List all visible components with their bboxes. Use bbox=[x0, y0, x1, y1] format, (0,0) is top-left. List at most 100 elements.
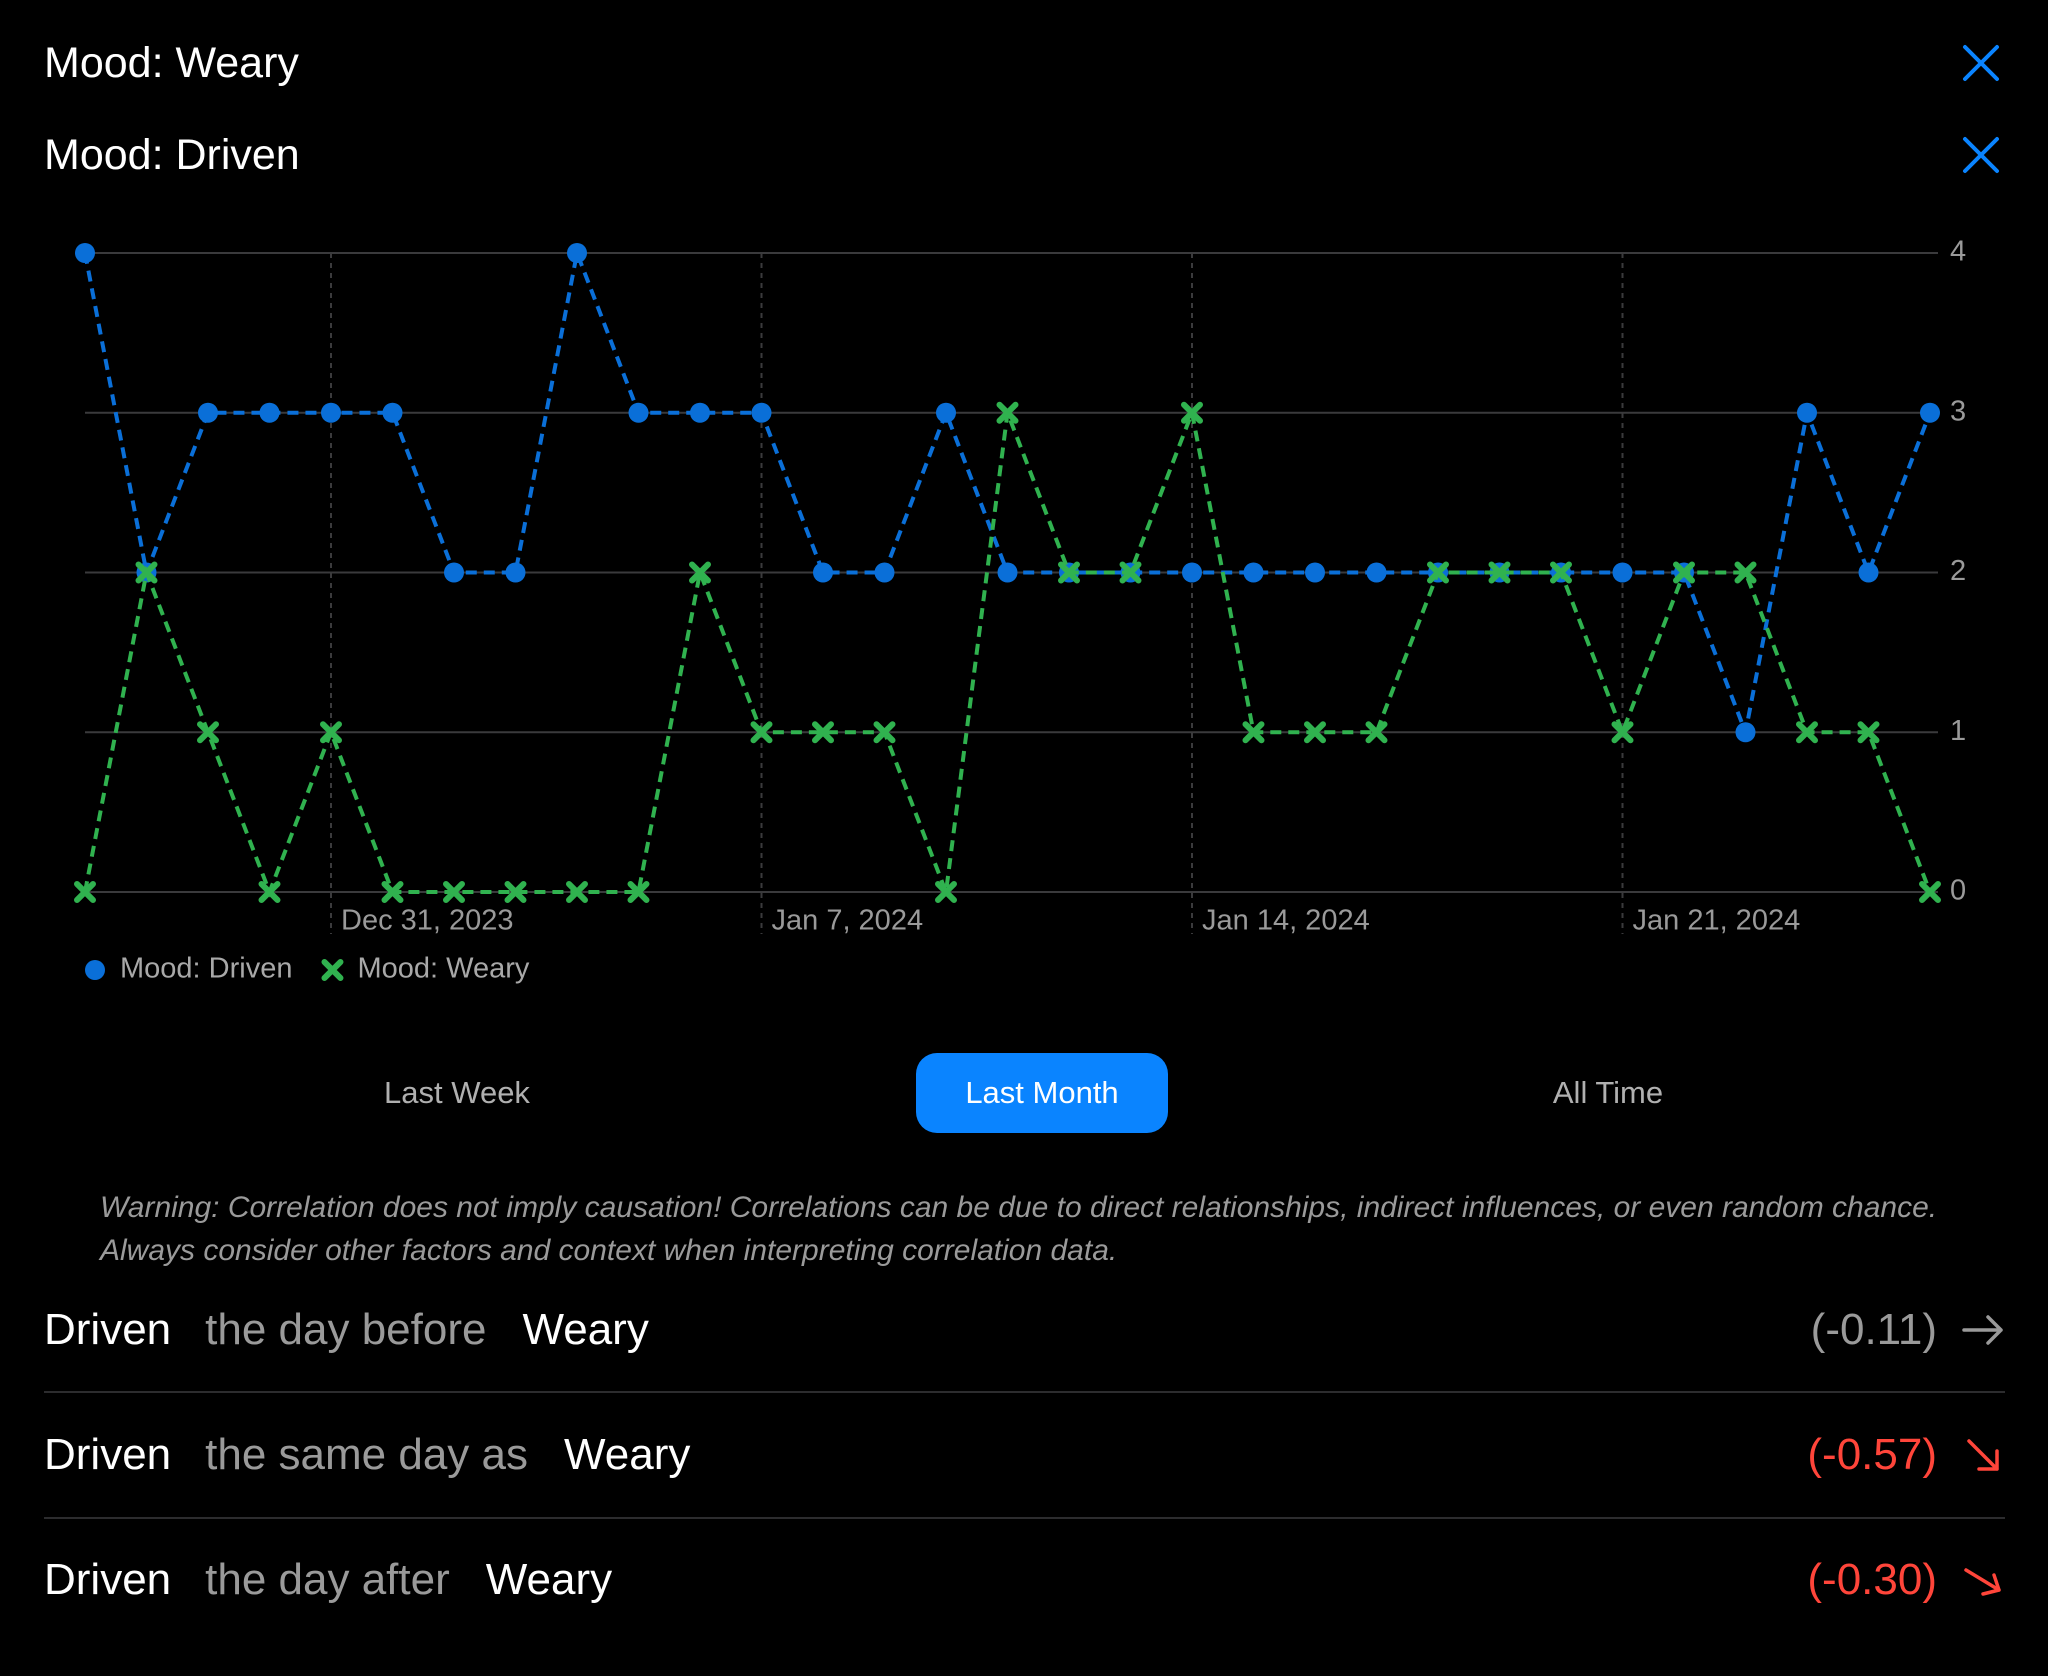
x-tick-label: Jan 14, 2024 bbox=[1202, 905, 1370, 937]
series-line bbox=[83, 245, 1932, 740]
data-point bbox=[1243, 562, 1264, 583]
data-point bbox=[997, 562, 1018, 583]
filter-label: Mood: Driven bbox=[44, 131, 300, 179]
data-point bbox=[874, 562, 895, 583]
data-point bbox=[1919, 881, 1941, 903]
data-point bbox=[1857, 721, 1880, 744]
data-point bbox=[751, 402, 772, 423]
range-option[interactable]: Last Week bbox=[384, 1075, 530, 1110]
data-point bbox=[1734, 561, 1757, 584]
data-point bbox=[873, 721, 896, 744]
separator bbox=[44, 1517, 2005, 1519]
data-point bbox=[1550, 561, 1572, 584]
data-point bbox=[690, 402, 710, 423]
data-point bbox=[566, 881, 588, 903]
data-point bbox=[567, 243, 587, 263]
data-point bbox=[1797, 402, 1817, 423]
data-point bbox=[1920, 402, 1940, 423]
data-point bbox=[1182, 562, 1202, 583]
data-point bbox=[382, 402, 403, 423]
legend-label: Mood: Driven bbox=[120, 953, 292, 985]
series-line bbox=[83, 405, 1932, 898]
data-point bbox=[321, 402, 341, 423]
y-tick-label: 1 bbox=[1950, 715, 1966, 747]
relation: the day after bbox=[205, 1555, 450, 1604]
correlation-value: (-0.11) bbox=[1810, 1305, 1937, 1354]
legend-marker bbox=[85, 960, 105, 980]
data-point bbox=[1366, 562, 1387, 583]
correlation-row[interactable]: Driven the same day as Weary (-0.57) bbox=[44, 1415, 2005, 1495]
range-option[interactable]: All Time bbox=[1552, 1075, 1664, 1110]
data-point bbox=[1181, 401, 1203, 424]
object: Weary bbox=[485, 1555, 613, 1604]
object: Weary bbox=[522, 1305, 649, 1354]
correlation-value: (-0.57) bbox=[1807, 1430, 1937, 1479]
correlation-value: (-0.30) bbox=[1807, 1555, 1937, 1604]
legend-marker bbox=[321, 959, 344, 981]
data-point bbox=[1304, 721, 1326, 744]
data-point bbox=[320, 721, 342, 744]
x-tick-label: Jan 7, 2024 bbox=[772, 905, 924, 937]
y-tick-label: 3 bbox=[1950, 395, 1966, 427]
correlation-row[interactable]: Driven the day before Weary (-0.11) bbox=[44, 1290, 2005, 1370]
data-point bbox=[1488, 561, 1511, 584]
relation: the same day as bbox=[205, 1430, 529, 1479]
data-point bbox=[1305, 562, 1325, 583]
data-point bbox=[1735, 722, 1756, 743]
data-point bbox=[627, 881, 650, 903]
data-point bbox=[505, 562, 526, 583]
data-point bbox=[74, 881, 96, 903]
y-tick-label: 2 bbox=[1950, 555, 1966, 587]
subject: Driven bbox=[44, 1430, 172, 1479]
chart: 0 1 2 3 4 Dec 31, 2023 Jan 7, 2024 Jan 14, 2024… bbox=[74, 236, 1966, 985]
data-point bbox=[444, 562, 464, 583]
warning-text: Warning: Correlation does not imply caus… bbox=[100, 1191, 1938, 1267]
data-point bbox=[1796, 721, 1818, 744]
trend-arrow bbox=[1962, 1315, 2003, 1345]
data-point bbox=[198, 402, 218, 423]
data-point bbox=[935, 881, 957, 903]
x-tick-label: Dec 31, 2023 bbox=[341, 905, 514, 937]
data-point bbox=[258, 881, 281, 903]
data-point bbox=[996, 401, 1019, 424]
data-point bbox=[1612, 562, 1633, 583]
legend-label: Mood: Weary bbox=[357, 953, 529, 985]
data-point bbox=[1058, 561, 1080, 584]
data-point bbox=[1673, 561, 1695, 584]
data-point bbox=[1242, 721, 1265, 744]
data-point bbox=[812, 721, 834, 744]
filter-label: Mood: Weary bbox=[44, 39, 299, 87]
data-point bbox=[1858, 562, 1879, 583]
range-option[interactable]: Last Month bbox=[916, 1053, 1168, 1133]
data-point bbox=[1365, 721, 1388, 744]
data-point bbox=[628, 402, 649, 423]
x-tick-label: Jan 21, 2024 bbox=[1633, 905, 1801, 937]
object: Weary bbox=[564, 1430, 691, 1479]
data-point bbox=[689, 561, 711, 584]
remove-filter-button[interactable] bbox=[1961, 43, 2001, 83]
subject: Driven bbox=[44, 1555, 172, 1604]
data-point bbox=[504, 881, 527, 903]
data-point bbox=[1119, 561, 1142, 584]
remove-filter-button[interactable] bbox=[1961, 135, 2001, 175]
data-point bbox=[443, 881, 465, 903]
subject: Driven bbox=[44, 1305, 172, 1354]
data-point bbox=[197, 721, 219, 744]
data-point bbox=[381, 881, 404, 903]
trend-arrow bbox=[1967, 1439, 1999, 1471]
data-point bbox=[135, 561, 158, 584]
data-point bbox=[259, 402, 280, 423]
separator bbox=[44, 1391, 2005, 1393]
y-tick-label: 4 bbox=[1950, 236, 1966, 268]
data-point bbox=[1427, 561, 1449, 584]
data-point bbox=[750, 721, 773, 744]
data-point bbox=[813, 562, 833, 583]
data-point bbox=[75, 243, 95, 263]
correlation-row[interactable]: Driven the day after Weary (-0.30) bbox=[44, 1540, 2005, 1620]
relation: the day before bbox=[205, 1305, 487, 1354]
y-tick-label: 0 bbox=[1950, 875, 1966, 907]
trend-arrow bbox=[1964, 1568, 2001, 1596]
data-point bbox=[1611, 721, 1634, 744]
data-point bbox=[936, 402, 956, 423]
